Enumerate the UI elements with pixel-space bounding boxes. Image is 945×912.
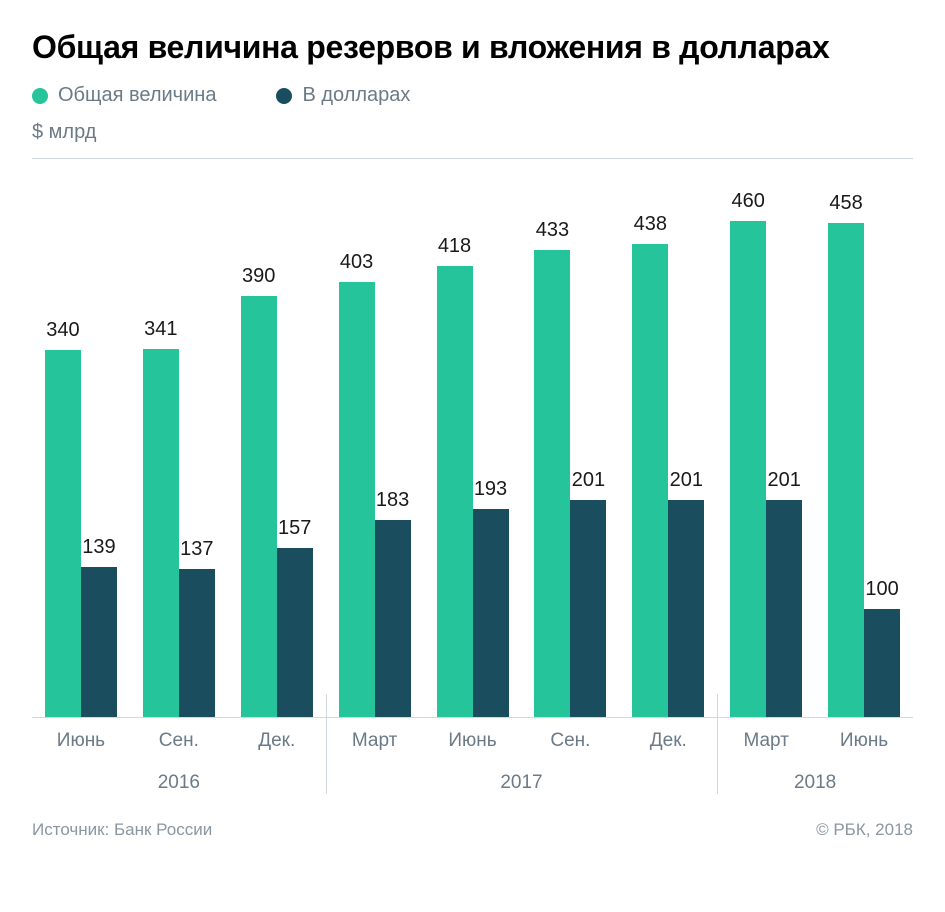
source-label: Источник: Банк России <box>32 820 212 840</box>
bar-group: 403 183 <box>326 167 424 717</box>
bar-value-label: 193 <box>474 478 507 501</box>
year-divider <box>717 694 718 794</box>
bar-group: 433 201 <box>521 167 619 717</box>
legend-dot-icon <box>32 88 48 104</box>
bar <box>45 350 81 717</box>
x-tick-year: 2016 <box>32 772 326 794</box>
x-tick-year: 2017 <box>326 772 718 794</box>
bar-value-label: 341 <box>144 318 177 341</box>
bar <box>864 609 900 717</box>
x-tick-month: Март <box>326 730 424 752</box>
bar-value-label: 433 <box>536 219 569 242</box>
bar-value-label: 438 <box>634 213 667 236</box>
year-divider <box>326 694 327 794</box>
bar-value-label: 139 <box>82 536 115 559</box>
x-tick-month: Июнь <box>32 730 130 752</box>
unit-label: $ млрд <box>32 121 913 144</box>
chart-title: Общая величина резервов и вложения в дол… <box>32 28 913 66</box>
bar-series2: 193 <box>473 478 509 717</box>
bar-group: 460 201 <box>717 167 815 717</box>
chart-footer: Источник: Банк России © РБК, 2018 <box>32 820 913 840</box>
x-tick-month: Сен. <box>130 730 228 752</box>
x-axis-months: ИюньСен.Дек.МартИюньСен.Дек.МартИюнь <box>32 730 913 752</box>
bar <box>437 266 473 717</box>
bar-series2: 183 <box>375 489 411 718</box>
legend-label: Общая величина <box>58 84 216 107</box>
legend-item-series2: В долларах <box>276 84 410 107</box>
legend-item-series1: Общая величина <box>32 84 216 107</box>
bar-group: 438 201 <box>619 167 717 717</box>
bar-series1: 433 <box>534 219 570 718</box>
bar-series2: 201 <box>570 469 606 717</box>
bar-value-label: 390 <box>242 265 275 288</box>
bar-value-label: 201 <box>670 469 703 492</box>
bar-group: 418 193 <box>424 167 522 717</box>
x-tick-month: Июнь <box>815 730 913 752</box>
bar-series1: 458 <box>828 192 864 718</box>
x-tick-year: 2018 <box>717 772 913 794</box>
bar-value-label: 403 <box>340 251 373 274</box>
legend-dot-icon <box>276 88 292 104</box>
bar-series1: 340 <box>45 319 81 717</box>
bar-value-label: 340 <box>46 319 79 342</box>
x-tick-month: Дек. <box>228 730 326 752</box>
bar <box>730 221 766 718</box>
bar-group: 341 137 <box>130 167 228 717</box>
bar <box>632 244 668 717</box>
bar <box>143 349 179 717</box>
x-tick-month: Июнь <box>424 730 522 752</box>
bar-value-label: 157 <box>278 517 311 540</box>
bar-series1: 438 <box>632 213 668 717</box>
bar-series2: 157 <box>277 517 313 718</box>
bar <box>179 569 215 717</box>
bar <box>668 500 704 717</box>
bar <box>339 282 375 717</box>
bar-group: 340 139 <box>32 167 130 717</box>
legend-label: В долларах <box>302 84 410 107</box>
bar <box>766 500 802 717</box>
bar-series2: 139 <box>81 536 117 717</box>
bar-series2: 100 <box>864 578 900 717</box>
bar-value-label: 137 <box>180 538 213 561</box>
bar <box>81 567 117 717</box>
bar <box>534 250 570 718</box>
legend: Общая величина В долларах <box>32 84 913 107</box>
x-tick-month: Сен. <box>521 730 619 752</box>
bar-group: 458 100 <box>815 167 913 717</box>
bar <box>375 520 411 718</box>
bar <box>241 296 277 717</box>
bar-series2: 201 <box>668 469 704 717</box>
bar-series1: 390 <box>241 265 277 717</box>
bar <box>828 223 864 718</box>
x-axis-years: 201620172018 <box>32 772 913 794</box>
x-tick-month: Дек. <box>619 730 717 752</box>
bar-value-label: 458 <box>829 192 862 215</box>
bar <box>570 500 606 717</box>
bar <box>473 509 509 717</box>
bar-value-label: 460 <box>731 190 764 213</box>
bar-group: 390 157 <box>228 167 326 717</box>
bar-series1: 403 <box>339 251 375 717</box>
bar <box>277 548 313 718</box>
bar-value-label: 201 <box>767 469 800 492</box>
bar-value-label: 100 <box>865 578 898 601</box>
bar-series1: 460 <box>730 190 766 718</box>
chart-area: 340 139 341 137 390 157 403 183 418 193 433 201 438 2… <box>32 158 913 718</box>
bar-value-label: 201 <box>572 469 605 492</box>
bar-series1: 341 <box>143 318 179 717</box>
bar-series2: 137 <box>179 538 215 717</box>
bar-value-label: 418 <box>438 235 471 258</box>
bar-series2: 201 <box>766 469 802 717</box>
bar-value-label: 183 <box>376 489 409 512</box>
x-tick-month: Март <box>717 730 815 752</box>
copyright-label: © РБК, 2018 <box>816 820 913 840</box>
bar-series1: 418 <box>437 235 473 717</box>
